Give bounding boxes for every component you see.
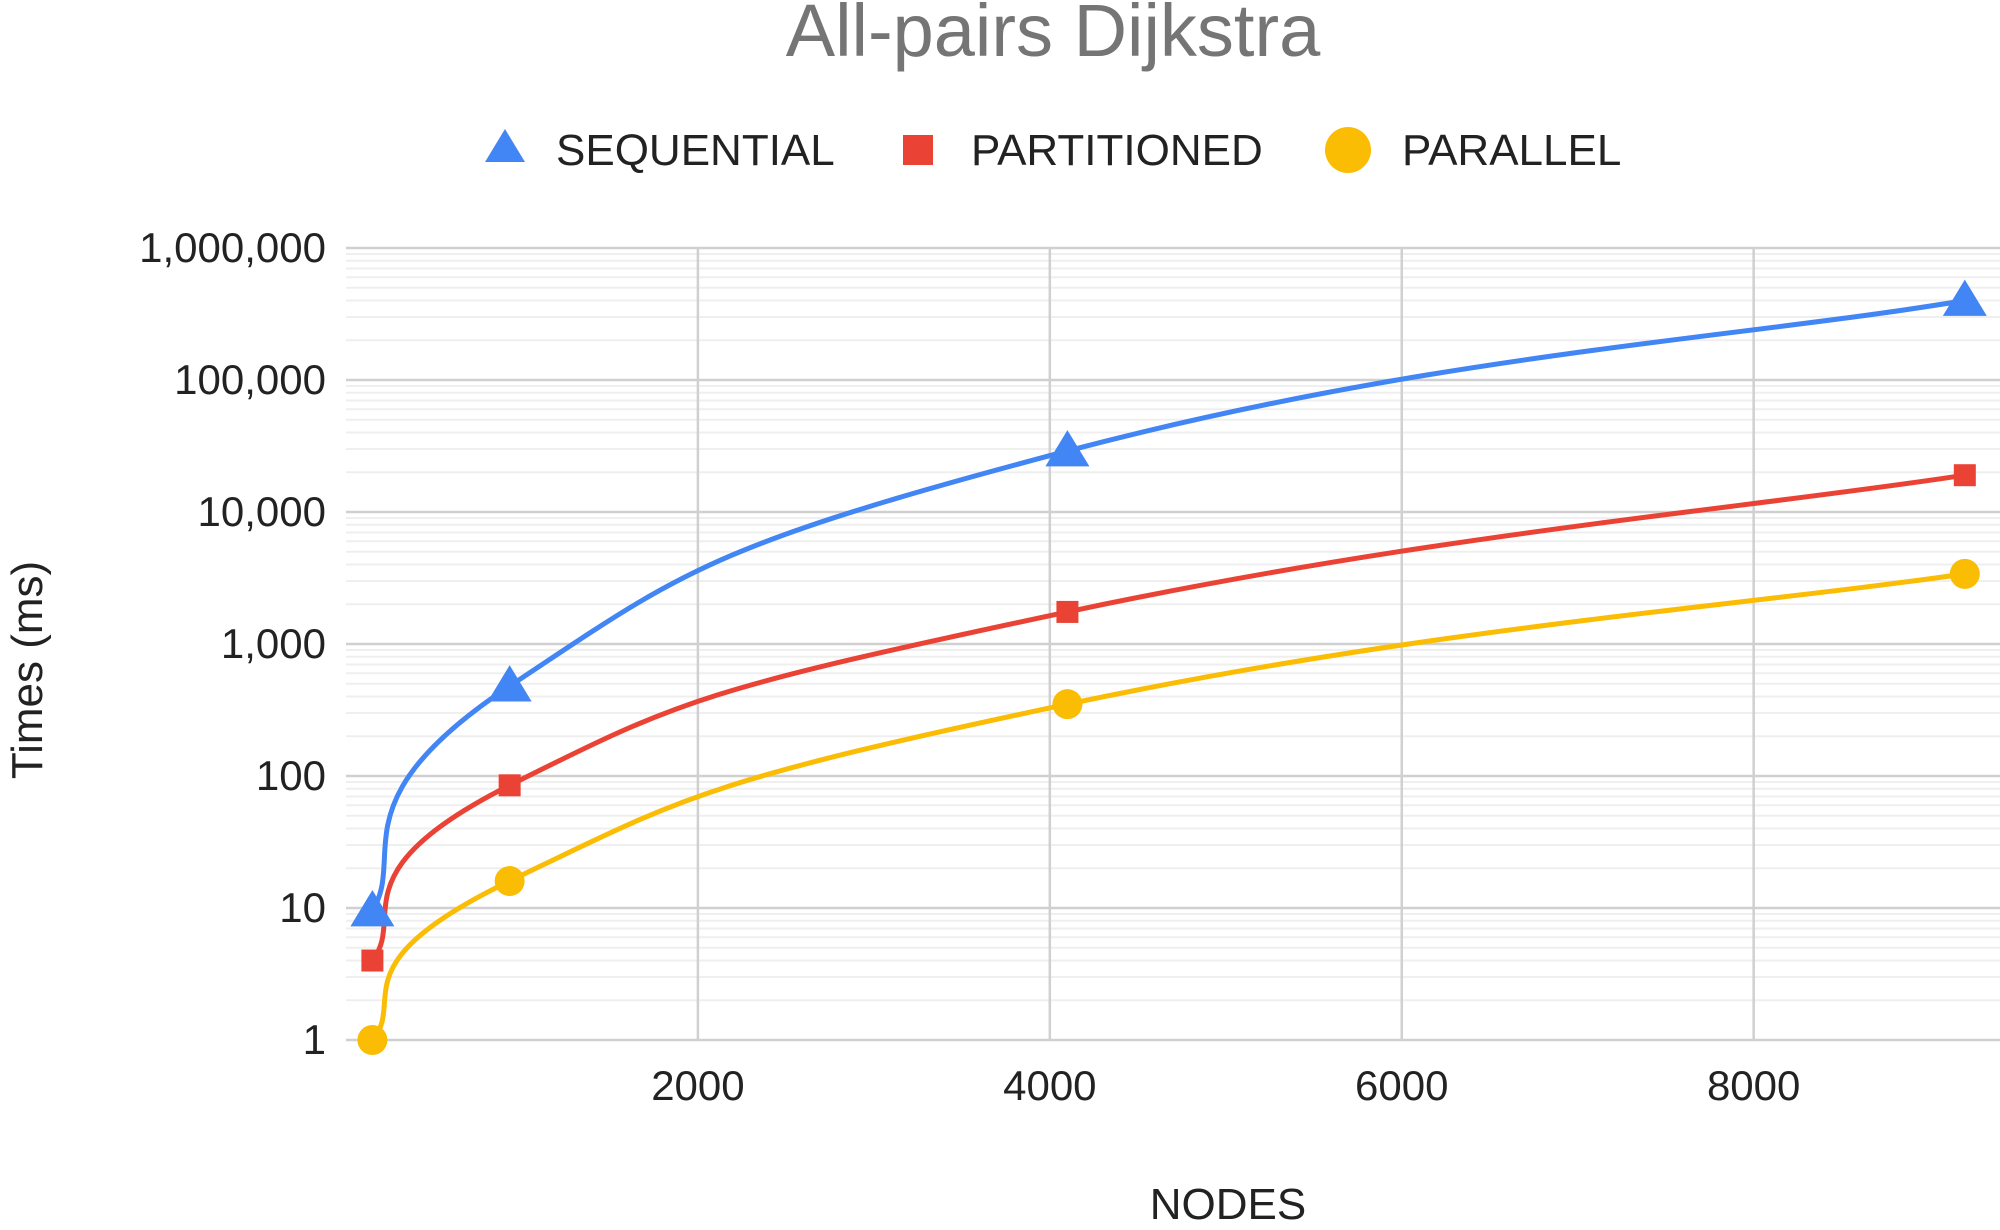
series-markers [350,279,1987,1055]
data-point-sequential [1942,279,1987,316]
y-tick-label: 100,000 [174,356,326,403]
data-point-partitioned [498,774,521,797]
data-point-partitioned [1953,464,1976,487]
x-tick-label: 4000 [1003,1062,1096,1109]
legend-marker-partitioned [903,135,933,165]
series-line-partitioned [369,472,1968,964]
y-axis-ticks: 1 10 100 1,000 10,000 100,000 1,000,000 [139,224,326,1063]
grid-minor [346,253,2000,1002]
legend-label-parallel: PARALLEL [1402,126,1621,175]
y-tick-label: 1 [303,1016,326,1063]
y-axis-title: Times (ms) [3,561,52,779]
data-point-parallel [494,866,525,897]
data-point-parallel [1052,689,1083,720]
legend-label-sequential: SEQUENTIAL [556,126,835,175]
x-axis-ticks: 2000 4000 6000 8000 [651,1062,1800,1109]
series-line-parallel [369,571,1968,1043]
y-tick-label: 10 [279,884,326,931]
y-tick-label: 1,000 [221,620,326,667]
data-point-sequential [350,890,395,927]
legend-marker-sequential [485,129,525,162]
x-axis-title: NODES [1150,1180,1306,1229]
y-tick-label: 1,000,000 [139,224,326,271]
legend: SEQUENTIAL PARTITIONED PARALLEL [485,126,1621,175]
y-tick-label: 100 [256,752,326,799]
y-tick-label: 10,000 [198,488,326,535]
x-tick-label: 8000 [1707,1062,1800,1109]
legend-label-partitioned: PARTITIONED [971,126,1263,175]
series-line-sequential [369,298,1968,914]
legend-marker-parallel [1325,127,1371,173]
x-tick-label: 6000 [1355,1062,1448,1109]
grid-major [346,246,2000,1042]
chart-title: All-pairs Dijkstra [786,0,1321,72]
data-point-sequential [1045,430,1090,467]
data-point-parallel [1949,558,1980,589]
series-lines [369,298,1968,1043]
data-point-partitioned [361,949,384,972]
x-tick-label: 2000 [651,1062,744,1109]
data-point-parallel [357,1025,388,1055]
data-point-partitioned [1056,600,1079,623]
data-point-sequential [487,665,532,702]
